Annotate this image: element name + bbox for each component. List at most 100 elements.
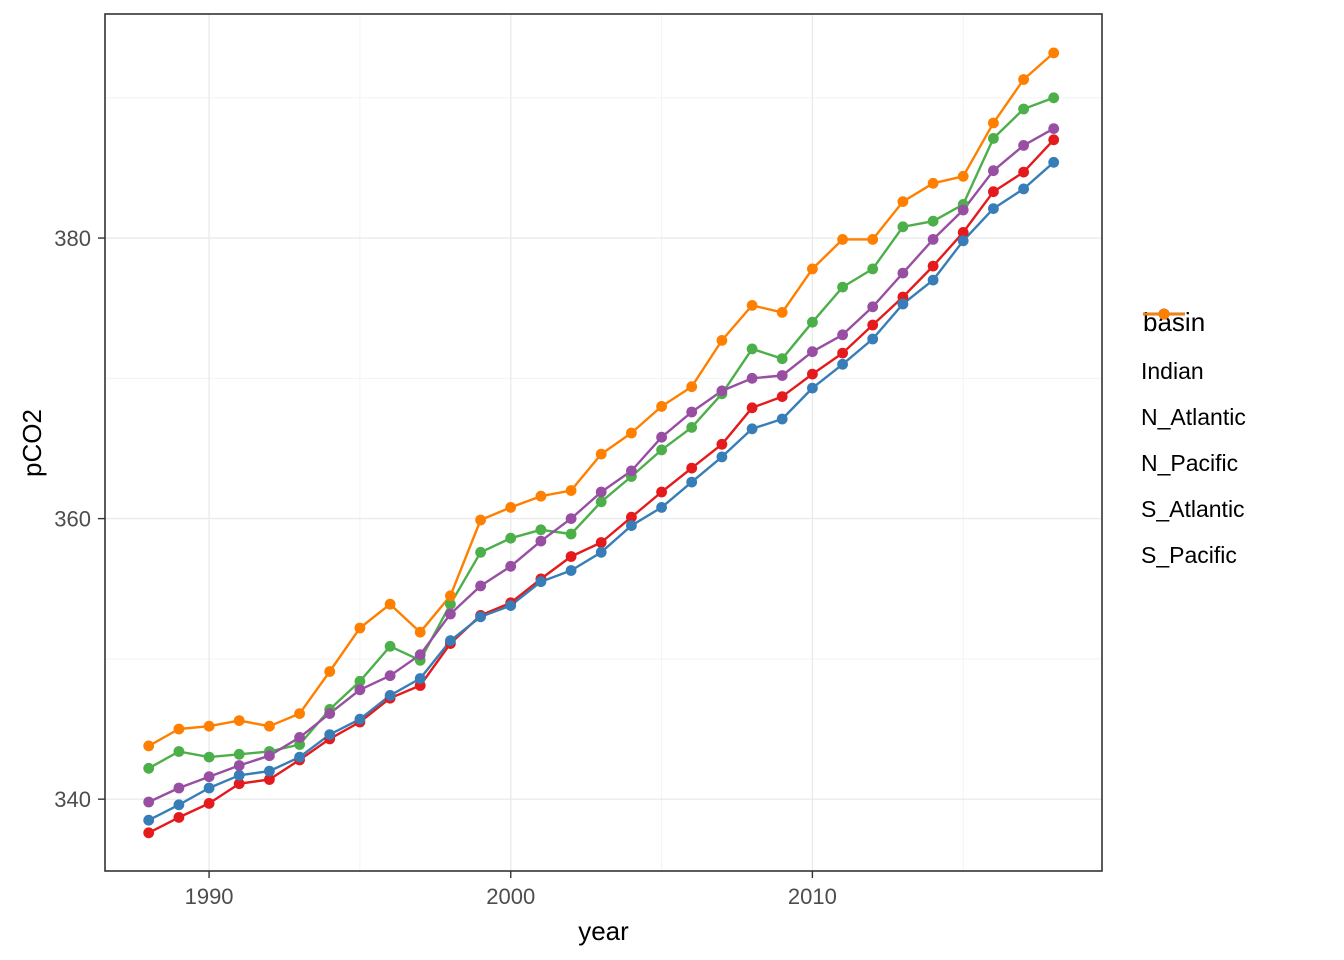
data-point-N_Atlantic (505, 600, 517, 611)
data-point-N_Pacific (1048, 92, 1060, 104)
data-point-N_Pacific (535, 524, 547, 536)
data-point-N_Atlantic (565, 565, 577, 576)
data-point-Indian (1048, 134, 1060, 146)
data-point-N_Pacific (807, 316, 818, 328)
legend-label-N_Atlantic: N_Atlantic (1141, 403, 1246, 430)
legend-label-S_Pacific: S_Pacific (1141, 541, 1237, 568)
data-point-N_Atlantic (233, 769, 245, 781)
data-point-N_Pacific (203, 751, 215, 763)
data-point-S_Atlantic (1018, 140, 1029, 151)
data-point-S_Atlantic (324, 708, 336, 719)
data-point-Indian (203, 798, 215, 809)
data-point-N_Pacific (837, 281, 848, 293)
data-point-S_Pacific (837, 234, 848, 245)
data-point-S_Pacific (988, 117, 999, 129)
data-point-S_Atlantic (203, 771, 215, 783)
data-point-N_Pacific (505, 532, 517, 544)
data-point-N_Atlantic (656, 502, 667, 513)
x-tick-label: 1990 (185, 884, 234, 909)
legend-item-N_Pacific: N_Pacific (1141, 308, 1246, 486)
data-point-N_Atlantic (686, 476, 698, 488)
data-point-S_Atlantic (867, 301, 879, 313)
data-point-N_Pacific (776, 353, 788, 365)
legend-item-S_Pacific: S_Pacific (1141, 308, 1246, 578)
x-tick-label: 2010 (788, 884, 837, 909)
data-point-S_Pacific (626, 427, 637, 439)
data-point-S_Atlantic (565, 513, 577, 524)
data-point-N_Pacific (565, 528, 577, 540)
data-point-S_Pacific (264, 720, 275, 732)
data-point-Indian (626, 511, 637, 523)
data-point-Indian (1018, 166, 1029, 178)
data-point-Indian (233, 778, 245, 790)
data-point-N_Pacific (897, 221, 909, 233)
data-point-S_Pacific (233, 715, 245, 726)
data-point-N_Pacific (173, 746, 185, 757)
data-point-S_Pacific (927, 177, 939, 189)
data-point-S_Atlantic (384, 670, 396, 682)
data-point-S_Pacific (294, 708, 305, 719)
data-point-N_Atlantic (384, 690, 396, 701)
data-point-S_Atlantic (233, 760, 245, 771)
data-point-S_Pacific (505, 502, 517, 513)
data-point-N_Pacific (988, 133, 999, 144)
data-point-S_Pacific (776, 307, 788, 318)
legend-item-S_Atlantic: S_Atlantic (1141, 308, 1246, 532)
data-point-S_Pacific (1048, 47, 1060, 59)
data-point-S_Pacific (957, 170, 969, 182)
data-point-N_Atlantic (475, 611, 486, 623)
data-point-Indian (264, 774, 275, 785)
data-point-Indian (837, 347, 848, 359)
data-point-S_Atlantic (837, 329, 848, 341)
data-point-Indian (867, 319, 879, 331)
y-tick-label: 360 (54, 507, 91, 532)
data-point-S_Atlantic (143, 796, 155, 808)
data-point-N_Atlantic (173, 799, 185, 811)
data-point-Indian (686, 462, 698, 474)
data-point-S_Pacific (595, 448, 607, 460)
data-point-S_Atlantic (535, 535, 547, 547)
y-tick-label: 340 (54, 787, 91, 812)
data-point-S_Atlantic (475, 580, 486, 592)
data-point-S_Pacific (475, 514, 486, 526)
data-point-S_Pacific (897, 196, 909, 208)
data-point-N_Atlantic (988, 203, 999, 215)
data-point-N_Atlantic (716, 451, 728, 463)
data-point-Indian (807, 368, 818, 380)
data-point-N_Atlantic (445, 635, 456, 647)
data-point-S_Pacific (1018, 74, 1029, 85)
y-axis-title: pCO2 (17, 409, 47, 477)
data-point-N_Pacific (354, 675, 366, 687)
data-point-N_Atlantic (776, 413, 788, 425)
data-point-S_Atlantic (445, 608, 456, 620)
data-point-S_Pacific (384, 598, 396, 610)
data-point-N_Atlantic (203, 782, 215, 794)
data-point-S_Pacific (807, 263, 818, 275)
data-point-S_Atlantic (897, 267, 909, 279)
data-point-N_Atlantic (354, 713, 366, 725)
data-point-S_Atlantic (957, 204, 969, 216)
data-point-Indian (957, 227, 969, 238)
data-point-Indian (776, 391, 788, 402)
data-point-S_Atlantic (505, 560, 517, 572)
data-point-S_Pacific (445, 590, 456, 602)
data-point-S_Atlantic (354, 684, 366, 696)
data-point-N_Atlantic (143, 814, 155, 826)
data-point-N_Atlantic (1018, 183, 1029, 195)
data-point-S_Pacific (203, 720, 215, 732)
data-point-S_Atlantic (927, 234, 939, 245)
data-point-S_Atlantic (807, 346, 818, 358)
data-point-S_Atlantic (595, 486, 607, 498)
data-point-N_Pacific (384, 640, 396, 652)
legend-item-N_Atlantic: N_Atlantic (1141, 308, 1246, 440)
y-tick-label: 380 (54, 226, 91, 251)
data-point-Indian (173, 812, 185, 823)
data-point-S_Pacific (867, 234, 879, 245)
data-point-S_Atlantic (294, 732, 305, 743)
data-point-Indian (656, 486, 667, 498)
data-point-S_Pacific (565, 485, 577, 496)
data-point-N_Atlantic (957, 235, 969, 247)
data-point-N_Pacific (233, 748, 245, 760)
